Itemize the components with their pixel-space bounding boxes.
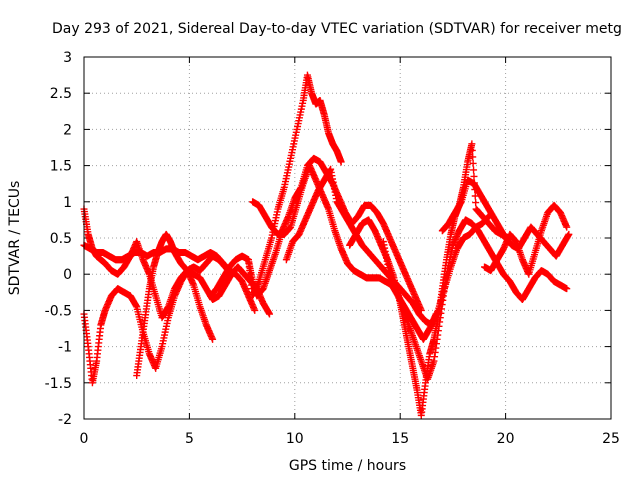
y-tick-labels: -2 -1.5 -1 -0.5 0 0.5 1 1.5 2 2.5 3	[45, 50, 72, 428]
data-point	[469, 159, 477, 167]
y-tick-label: 1	[63, 195, 72, 211]
data-point	[563, 285, 571, 293]
y-tick-label: 2.5	[50, 86, 72, 102]
data-point	[468, 146, 476, 154]
x-tick-label: 5	[185, 431, 194, 447]
data-point	[565, 230, 573, 238]
y-tick-label: 3	[63, 50, 72, 66]
chart-title: Day 293 of 2021, Sidereal Day-to-day VTE…	[52, 21, 622, 37]
series-track-8	[282, 165, 493, 329]
plot-frame	[83, 56, 612, 420]
data-point	[209, 335, 217, 343]
data-point	[468, 140, 476, 148]
y-tick-label: -0.5	[45, 303, 72, 319]
x-tick-label: 0	[80, 431, 89, 447]
data-point	[337, 158, 345, 166]
data-point	[470, 166, 478, 174]
x-tick-label: 20	[497, 431, 515, 447]
y-tick-label: 0.5	[50, 231, 72, 247]
y-tick-label: 0	[63, 267, 72, 283]
x-tick-label: 25	[602, 431, 620, 447]
x-axis-label: GPS time / hours	[289, 458, 406, 474]
series-track-12	[481, 201, 571, 278]
y-tick-label: 1.5	[50, 159, 72, 175]
y-tick-label: -2	[58, 412, 72, 428]
data-point	[469, 153, 477, 161]
data-marks	[80, 71, 573, 419]
data-point	[472, 199, 480, 207]
y-tick-label: -1.5	[45, 376, 72, 392]
data-point	[470, 172, 478, 180]
x-tick-label: 10	[286, 431, 304, 447]
y-tick-label: 2	[63, 122, 72, 138]
x-tick-labels: 0 5 10 15 20 25	[80, 431, 620, 447]
series-track-2	[80, 252, 236, 387]
y-tick-label: -1	[58, 340, 72, 356]
y-axis-label: SDTVAR / TECUs	[7, 181, 23, 296]
series-track-10	[379, 216, 571, 383]
data-point	[251, 306, 259, 314]
x-tick-label: 15	[391, 431, 409, 447]
data-point	[563, 223, 571, 231]
data-point	[266, 310, 274, 318]
